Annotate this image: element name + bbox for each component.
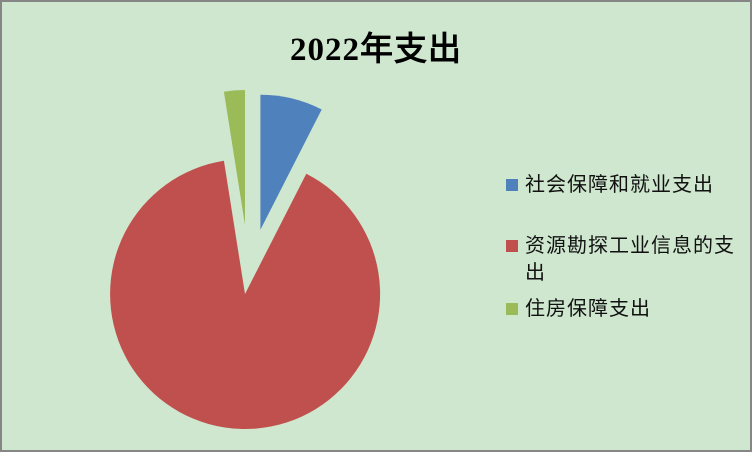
legend-item: 住房保障支出 — [506, 296, 742, 323]
legend-swatch-icon — [506, 179, 518, 191]
legend-swatch-icon — [506, 303, 518, 315]
legend-label: 社会保障和就业支出 — [525, 174, 714, 196]
pie-slice-0 — [260, 94, 322, 230]
legend-swatch-icon — [506, 240, 518, 252]
legend-item: 社会保障和就业支出 — [506, 172, 742, 199]
legend-item: 资源勘探工业信息的支出 — [506, 233, 742, 287]
chart-title: 2022年支出 — [290, 32, 462, 68]
legend-label: 住房保障支出 — [525, 298, 651, 320]
legend-label: 资源勘探工业信息的支出 — [525, 235, 735, 284]
pie-slice-1 — [110, 160, 381, 430]
pie-slice-2 — [223, 90, 245, 225]
